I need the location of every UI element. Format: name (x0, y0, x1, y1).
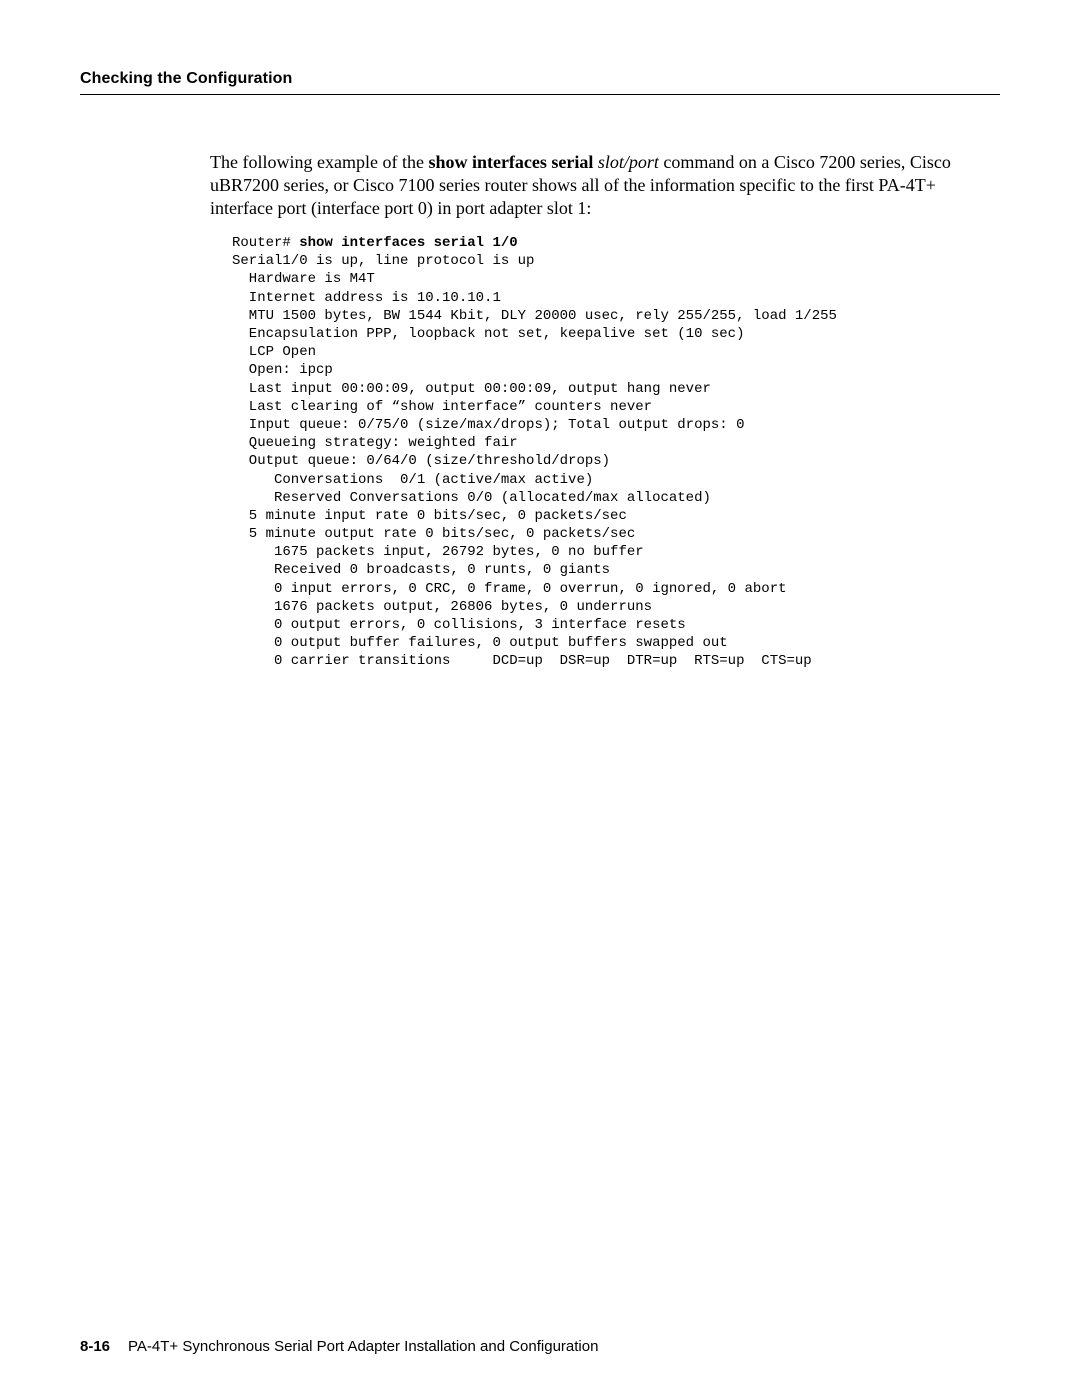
cli-output: Serial1/0 is up, line protocol is up Har… (232, 253, 837, 669)
cli-command: show interfaces serial 1/0 (299, 235, 517, 251)
section-title: Checking the Configuration (80, 70, 1000, 88)
doc-title: PA-4T+ Synchronous Serial Port Adapter I… (128, 1338, 598, 1355)
page: Checking the Configuration The following… (0, 0, 1080, 1397)
cli-prompt: Router# (232, 235, 299, 251)
cli-block: Router# show interfaces serial 1/0 Seria… (232, 234, 980, 671)
page-footer: 8-16 PA-4T+ Synchronous Serial Port Adapt… (80, 1338, 1000, 1355)
content-area: The following example of the show interf… (80, 151, 1000, 671)
command-name: show interfaces serial (428, 152, 593, 172)
command-arg: slot/port (598, 152, 659, 172)
header-bar: Checking the Configuration (80, 70, 1000, 95)
intro-paragraph: The following example of the show interf… (210, 151, 980, 220)
page-number: 8-16 (80, 1338, 110, 1355)
para-text-pre: The following example of the (210, 152, 428, 172)
